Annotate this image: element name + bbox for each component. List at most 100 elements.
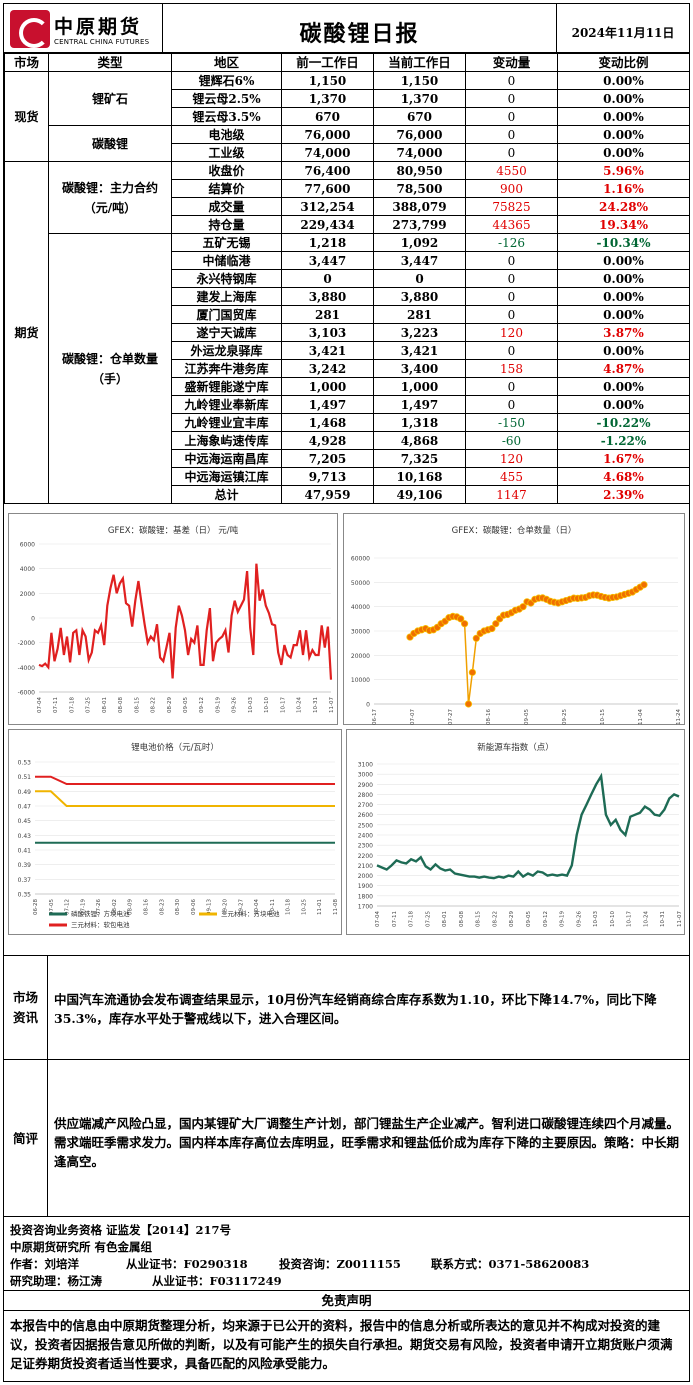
row-name: 结算价 bbox=[171, 179, 282, 198]
x-tick-label: 07-18 bbox=[409, 911, 415, 927]
row-name: 上海象屿速传库 bbox=[171, 431, 282, 450]
change-pct: 0.00% bbox=[557, 71, 690, 90]
change-pct: 0.00% bbox=[557, 269, 690, 288]
data-point bbox=[472, 634, 480, 642]
prev-value: 1,218 bbox=[281, 233, 374, 252]
warehouse-chart-svg: 0 10000 20000 30000 40000 50000 60000 06-17 07-0… bbox=[351, 556, 682, 725]
comment-section: 简评 供应端减产风险凸显，国内某锂矿大厂调整生产计划，部门锂盐生产企业减产。智利… bbox=[4, 1059, 689, 1216]
change-value: 0 bbox=[465, 395, 558, 414]
y-tick-label: -4000 bbox=[18, 665, 36, 672]
x-tick-label: 10-24 bbox=[643, 911, 649, 927]
row-name: 中储临港 bbox=[171, 251, 282, 270]
report-date: 2024年11月11日 bbox=[571, 26, 675, 40]
x-tick-label: 08-15 bbox=[476, 911, 482, 927]
basis-chart: GFEX：碳酸锂：基差（日） 元/吨 -6000 -4000 -2000 0 2000 4… bbox=[8, 513, 338, 725]
company-logo: 中原期货 CENTRAL CHINA FUTURES bbox=[10, 10, 160, 50]
header-cell: 变动比例 bbox=[557, 53, 690, 72]
change-value: 75825 bbox=[465, 197, 558, 216]
change-value: 1147 bbox=[465, 485, 558, 504]
prev-value: 1,468 bbox=[281, 413, 374, 432]
x-tick-label: 09-20 bbox=[222, 899, 228, 915]
battery-chart-title: 锂电池价格（元/瓦时） bbox=[131, 743, 219, 753]
x-tick-label: 08-09 bbox=[128, 899, 134, 915]
y-tick-label: 0.43 bbox=[18, 833, 32, 840]
x-tick-label: 11-24 bbox=[676, 709, 682, 725]
row-name: 中远海运南昌库 bbox=[171, 449, 282, 468]
x-tick-label: 09-13 bbox=[207, 899, 213, 915]
y-tick-label: 40000 bbox=[351, 604, 370, 611]
prev-value: 9,713 bbox=[281, 467, 374, 486]
prev-value: 47,959 bbox=[281, 485, 374, 504]
x-tick-label: 10-11 bbox=[270, 899, 276, 915]
x-tick-label: 07-07 bbox=[410, 709, 416, 725]
x-tick-label: 10-10 bbox=[264, 697, 270, 713]
x-tick-label: 07-11 bbox=[53, 697, 59, 713]
cur-value: 1,370 bbox=[373, 89, 466, 108]
x-tick-label: 09-19 bbox=[215, 697, 221, 713]
y-tick-label: 2400 bbox=[358, 833, 373, 840]
cur-value: 388,079 bbox=[373, 197, 466, 216]
x-tick-label: 09-05 bbox=[524, 709, 530, 725]
market-spot: 现货 bbox=[4, 71, 49, 162]
change-pct: 3.87% bbox=[557, 323, 690, 342]
x-tick-label: 10-24 bbox=[297, 697, 303, 713]
change-pct: 1.67% bbox=[557, 449, 690, 468]
market-info-label: 市场资讯 bbox=[4, 956, 48, 1059]
author: 作者：刘培洋 bbox=[10, 1257, 79, 1271]
assistant-cert: 从业证书：F03117249 bbox=[152, 1274, 282, 1288]
nev-chart-svg: 1700 1800 1900 2000 2100 2200 2300 2400 2500 2600… bbox=[358, 762, 683, 927]
disclaimer-title: 免责声明 bbox=[4, 1290, 689, 1311]
y-tick-label: 3000 bbox=[358, 772, 373, 779]
battery-chart-svg: 0.35 0.37 0.39 0.41 0.43 0.45 0.47 0.49 0.51 0.53… bbox=[18, 760, 339, 930]
cur-value: 4,868 bbox=[373, 431, 466, 450]
cur-value: 1,150 bbox=[373, 71, 466, 90]
cur-value: 1,000 bbox=[373, 377, 466, 396]
change-pct: 0.00% bbox=[557, 143, 690, 162]
y-tick-label: 2000 bbox=[20, 591, 35, 598]
header-cell: 类型 bbox=[48, 53, 172, 72]
prev-value: 229,434 bbox=[281, 215, 374, 234]
report-page: 中原期货 CENTRAL CHINA FUTURES 碳酸锂日报 2024年11… bbox=[3, 3, 690, 1382]
x-tick-label: 07-25 bbox=[86, 697, 92, 713]
legend-label: 三元材料：方块电池 bbox=[221, 909, 280, 918]
x-tick-label: 10-18 bbox=[286, 899, 292, 915]
comment-text: 供应端减产风险凸显，国内某锂矿大厂调整生产计划，部门锂盐生产企业减产。智利进口碳… bbox=[54, 1116, 680, 1169]
x-tick-label: 07-26 bbox=[96, 899, 102, 915]
x-tick-label: 08-16 bbox=[144, 899, 150, 915]
change-pct: 4.68% bbox=[557, 467, 690, 486]
row-name: 收盘价 bbox=[171, 161, 282, 180]
y-tick-label: 60000 bbox=[351, 556, 370, 563]
y-tick-label: 2300 bbox=[358, 843, 373, 850]
x-tick-label: 11-07 bbox=[677, 911, 683, 927]
change-pct: 0.00% bbox=[557, 377, 690, 396]
change-value: 0 bbox=[465, 89, 558, 108]
change-value: -60 bbox=[465, 431, 558, 450]
y-tick-label: -6000 bbox=[18, 690, 36, 697]
table-row: 现货 锂矿石 锂辉石6% 1,150 1,150 0 0.00% bbox=[4, 71, 690, 162]
change-value: 0 bbox=[465, 269, 558, 288]
table-row: 九岭锂业宜丰库 1,468 1,318 -150 -10.22% bbox=[5, 413, 690, 432]
advisory-no: 投资咨询：Z0011155 bbox=[279, 1257, 401, 1271]
cur-value: 3,223 bbox=[373, 323, 466, 342]
x-tick-label: 07-04 bbox=[375, 911, 381, 927]
change-value: 0 bbox=[465, 251, 558, 270]
change-pct: 0.00% bbox=[557, 395, 690, 414]
y-tick-label: 0.49 bbox=[18, 789, 32, 796]
total-row: 总计 47,959 49,106 1147 2.39% bbox=[5, 485, 690, 504]
warehouse-chart-title: GFEX：碳酸锂：仓单数量（日） bbox=[451, 526, 577, 536]
change-pct: 19.34% bbox=[557, 215, 690, 234]
row-name: 外运龙泉驿库 bbox=[171, 341, 282, 360]
prev-value: 1,000 bbox=[281, 377, 374, 396]
cur-value: 10,168 bbox=[373, 467, 466, 486]
x-tick-label: 08-08 bbox=[459, 911, 465, 927]
x-tick-label: 08-02 bbox=[112, 899, 118, 915]
table-row: 持仓量 229,434 273,799 44365 19.34% bbox=[5, 215, 690, 234]
market-futures: 期货 bbox=[4, 161, 49, 504]
row-name: 九岭锂业宜丰库 bbox=[171, 413, 282, 432]
y-tick-label: 2800 bbox=[358, 792, 373, 799]
y-tick-label: 4000 bbox=[20, 566, 35, 573]
legend-label: 磷酸铁锂：方块电池 bbox=[71, 909, 130, 918]
cur-value: 3,421 bbox=[373, 341, 466, 360]
change-pct: 5.96% bbox=[557, 161, 690, 180]
x-tick-label: 07-27 bbox=[448, 709, 454, 725]
